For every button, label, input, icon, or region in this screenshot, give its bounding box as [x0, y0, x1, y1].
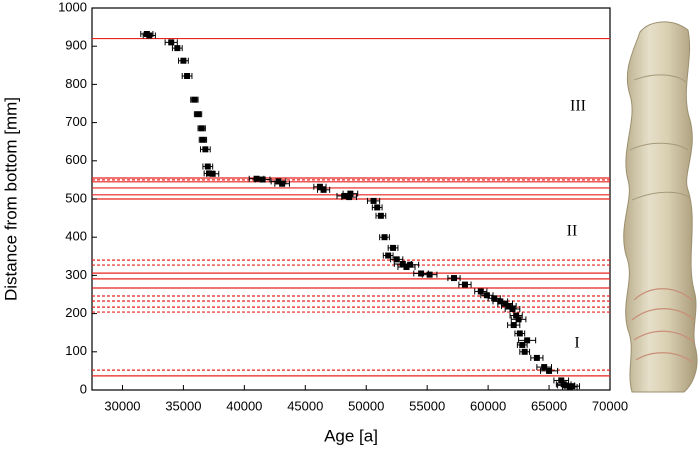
y-tick-label: 700	[65, 114, 87, 129]
y-tick-label: 1000	[58, 0, 87, 14]
data-point	[198, 125, 205, 132]
data-point	[204, 163, 211, 170]
data-point	[347, 190, 354, 197]
data-point	[146, 32, 153, 39]
x-tick-label: 55000	[409, 398, 445, 413]
data-point	[519, 341, 526, 348]
data-point	[202, 146, 209, 153]
y-tick-label: 100	[65, 343, 87, 358]
x-tick-label: 40000	[226, 398, 262, 413]
data-point	[516, 330, 523, 337]
y-tick-label: 800	[65, 76, 87, 91]
y-tick-label: 500	[65, 190, 87, 205]
data-point	[199, 136, 206, 143]
data-point	[279, 180, 286, 187]
data-point	[184, 72, 191, 79]
data-point	[180, 57, 187, 64]
data-point	[316, 183, 323, 190]
data-point	[426, 271, 433, 278]
x-tick-label: 35000	[165, 398, 201, 413]
data-point	[393, 256, 400, 263]
data-point	[546, 367, 553, 374]
y-axis-title: Distance from bottom [mm]	[1, 97, 20, 301]
data-point	[505, 302, 512, 309]
y-tick-label: 900	[65, 38, 87, 53]
data-point	[524, 337, 531, 344]
data-point	[513, 312, 520, 319]
data-point	[497, 298, 504, 305]
data-point	[521, 348, 528, 355]
x-tick-label: 65000	[531, 398, 567, 413]
data-point	[374, 204, 381, 211]
data-point	[320, 186, 327, 193]
data-point	[509, 306, 516, 313]
y-tick-label: 0	[80, 381, 87, 396]
zone-label: III	[570, 98, 586, 115]
data-point	[168, 39, 175, 46]
data-point	[450, 275, 457, 282]
data-point	[569, 383, 576, 390]
stalagmite-photo	[623, 21, 698, 393]
data-point	[346, 194, 353, 201]
data-point	[370, 197, 377, 204]
data-point	[461, 281, 468, 288]
data-point	[563, 382, 570, 389]
data-point	[558, 377, 565, 384]
zone-label: II	[567, 223, 578, 240]
data-point	[407, 261, 414, 268]
data-point	[381, 234, 388, 241]
x-tick-label: 45000	[287, 398, 323, 413]
data-point	[541, 364, 548, 371]
data-point	[390, 244, 397, 251]
data-point	[275, 178, 282, 185]
y-tick-label: 600	[65, 152, 87, 167]
y-tick-label: 400	[65, 229, 87, 244]
y-tick-label: 200	[65, 305, 87, 320]
data-point	[253, 175, 260, 182]
data-point	[195, 111, 202, 118]
data-point	[191, 96, 198, 103]
x-tick-label: 60000	[470, 398, 506, 413]
data-point	[533, 354, 540, 361]
data-point	[259, 176, 266, 183]
data-point	[403, 263, 410, 270]
data-point	[491, 295, 498, 302]
x-tick-label: 70000	[592, 398, 628, 413]
data-point	[510, 322, 517, 329]
data-point	[399, 260, 406, 267]
data-point	[502, 300, 509, 307]
data-point	[418, 270, 425, 277]
data-point	[174, 45, 181, 52]
zone-label: I	[574, 335, 579, 352]
y-tick-label: 300	[65, 267, 87, 282]
data-point	[515, 316, 522, 323]
x-tick-label: 50000	[348, 398, 384, 413]
x-axis-title: Age [a]	[324, 426, 378, 445]
data-point	[477, 288, 484, 295]
data-point	[385, 252, 392, 259]
x-tick-label: 30000	[104, 398, 140, 413]
data-point	[483, 292, 490, 299]
data-point	[209, 170, 216, 177]
data-point	[341, 192, 348, 199]
data-point	[377, 212, 384, 219]
